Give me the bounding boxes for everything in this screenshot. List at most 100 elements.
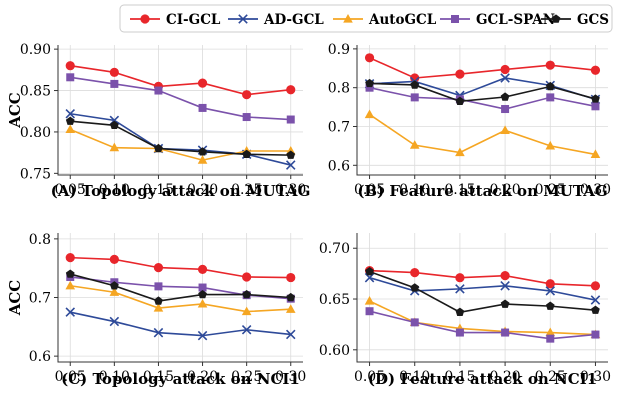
x-tick-label: 0.15 xyxy=(143,369,174,385)
data-point-autogcl xyxy=(109,287,120,296)
y-tick-label: 0.80 xyxy=(20,125,51,141)
data-point-gcl-span xyxy=(242,113,251,122)
data-point-autogcl xyxy=(545,327,556,337)
y-tick-label: 0.90 xyxy=(20,42,51,58)
data-point-autogcl xyxy=(364,109,375,119)
legend-marker-gcs xyxy=(551,14,561,23)
data-point-ad-gcl xyxy=(109,316,120,327)
data-point-ci-gcl xyxy=(410,268,420,278)
data-point-gcl-span xyxy=(591,102,600,111)
series-line-ad-gcl xyxy=(369,77,596,101)
y-tick-label: 0.8 xyxy=(328,81,350,97)
x-tick-label: 0.10 xyxy=(99,369,130,385)
data-point-gcs xyxy=(500,92,510,101)
data-point-gcs xyxy=(154,143,163,153)
x-tick-label: 0.10 xyxy=(399,182,430,198)
data-point-gcs xyxy=(286,150,296,159)
data-point-autogcl xyxy=(409,140,420,149)
data-point-gcl-span xyxy=(410,93,419,102)
data-point-autogcl xyxy=(197,155,208,164)
data-point-autogcl xyxy=(455,147,465,157)
data-point-ad-gcl xyxy=(500,281,510,291)
series-line-gcs xyxy=(70,120,291,156)
data-point-gcs xyxy=(365,267,374,276)
data-point-ad-gcl xyxy=(285,329,296,340)
y-axis-label: ACC xyxy=(6,280,24,317)
x-tick-label: 0.25 xyxy=(231,182,262,198)
x-tick-label: 0.20 xyxy=(490,369,521,385)
x-tick-label: 0.15 xyxy=(444,369,475,385)
data-point-ci-gcl xyxy=(197,78,208,88)
series-line-gcs xyxy=(369,82,596,103)
x-tick-label: 0.30 xyxy=(580,369,611,385)
panel-title: (A) Topology attack on MUTAG xyxy=(51,182,311,200)
data-point-gcs xyxy=(65,116,75,125)
x-tick-label: 0.15 xyxy=(143,182,174,198)
x-tick-label: 0.10 xyxy=(99,182,130,198)
data-point-gcs xyxy=(455,307,465,316)
data-point-gcl-span xyxy=(501,328,510,337)
series-line-autogcl xyxy=(69,128,291,161)
data-point-gcs xyxy=(109,120,119,130)
series-line-gcl-span xyxy=(369,86,596,110)
data-point-gcl-span xyxy=(501,105,510,114)
y-tick-label: 0.75 xyxy=(20,166,51,182)
x-tick-label: 0.15 xyxy=(444,182,475,198)
x-tick-label: 0.30 xyxy=(580,182,611,198)
data-point-ad-gcl xyxy=(153,327,164,338)
data-point-ad-gcl xyxy=(285,160,296,170)
data-point-gcl-span xyxy=(365,83,374,92)
y-tick-label: 0.7 xyxy=(29,291,51,307)
x-tick-label: 0.25 xyxy=(535,369,566,385)
data-point-gcs xyxy=(500,299,510,308)
series-line-autogcl xyxy=(369,113,596,156)
series-line-gcl-span xyxy=(369,310,596,340)
y-tick-label: 0.9 xyxy=(328,42,350,58)
series-line-gcs xyxy=(369,270,596,314)
data-point-ci-gcl xyxy=(197,264,208,274)
data-point-ci-gcl xyxy=(242,90,252,100)
panel-title: (D) Feature attack on NCI1 xyxy=(368,370,597,388)
data-point-ci-gcl xyxy=(242,272,252,282)
data-point-ad-gcl xyxy=(590,295,601,305)
x-tick-label: 0.20 xyxy=(490,182,521,198)
data-point-gcs xyxy=(286,292,296,302)
legend-marker-autogcl xyxy=(343,14,353,23)
panel-title: (B) Feature attack on MUTAG xyxy=(357,182,607,200)
series-line-autogcl xyxy=(70,284,291,313)
y-tick-label: 0.60 xyxy=(319,343,350,359)
data-point-gcl-span xyxy=(365,307,374,316)
data-point-gcl-span xyxy=(154,86,163,95)
series-line-ci-gcl xyxy=(70,256,291,279)
x-tick-label: 0.05 xyxy=(354,182,385,198)
x-tick-label: 0.05 xyxy=(354,369,385,385)
series-line-gcl-span xyxy=(70,76,291,121)
series-line-gcs xyxy=(70,273,291,302)
data-point-autogcl xyxy=(500,125,510,134)
data-point-gcl-span xyxy=(66,73,75,82)
chart-panel-b: 0.6 0.7 0.8 0.9 0.05 0.10 0.15 0.20 0.25 0.30(B) … xyxy=(328,42,611,200)
y-tick-label: 0.85 xyxy=(20,84,51,100)
data-point-ci-gcl xyxy=(455,69,465,79)
data-point-ci-gcl xyxy=(109,67,119,77)
data-point-gcl-span xyxy=(198,283,207,292)
legend-label-autogcl: AutoGCL xyxy=(368,12,437,28)
data-point-autogcl xyxy=(65,280,76,290)
legend: CI-GCL AD-GCL AutoGCL GCL-SPAN GCS xyxy=(119,4,613,33)
y-tick-label: 0.70 xyxy=(319,241,350,257)
data-point-gcs xyxy=(591,305,600,314)
data-point-gcl-span xyxy=(455,328,464,337)
x-tick-label: 0.25 xyxy=(535,182,566,198)
x-tick-label: 0.30 xyxy=(275,369,306,385)
data-point-ci-gcl xyxy=(364,53,375,63)
data-point-ci-gcl xyxy=(153,262,164,273)
y-tick-label: 0.6 xyxy=(328,158,350,174)
data-point-ci-gcl xyxy=(545,279,555,289)
data-point-ci-gcl xyxy=(286,85,296,95)
data-point-autogcl xyxy=(590,149,601,159)
data-point-ci-gcl xyxy=(65,61,75,71)
axes xyxy=(356,45,608,176)
chart-panel-a: 0.75 0.80 0.85 0.90 0.05 0.10 0.15 0.20 0.25 0.30… xyxy=(6,42,310,200)
data-point-gcs xyxy=(545,81,555,91)
data-point-ci-gcl xyxy=(500,271,510,281)
